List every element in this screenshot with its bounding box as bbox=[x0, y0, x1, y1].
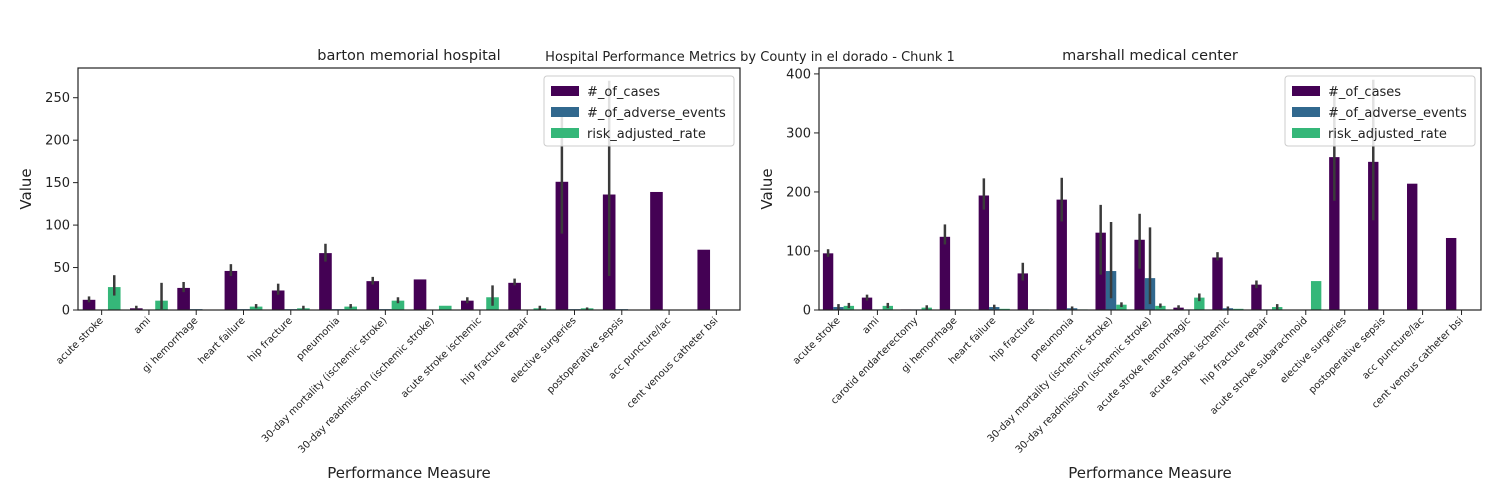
bar-cases-heart-failure bbox=[978, 195, 990, 310]
chart-panel-barton: barton memorial hospital 0 50 100 150 200 250 V… bbox=[17, 48, 741, 482]
legend-swatch-cases bbox=[551, 86, 579, 96]
chart-title: barton memorial hospital bbox=[317, 48, 500, 64]
bar-cases-30-day-readmission-ischemic-stroke bbox=[413, 279, 427, 310]
bar-rate-30-day-mortality-ischemic-stroke bbox=[1116, 304, 1127, 310]
legend-box bbox=[1284, 75, 1476, 147]
x-tick-label: acute stroke bbox=[54, 315, 106, 367]
bar-cases-acute-stroke bbox=[822, 253, 834, 310]
chart-panel-marshall: marshall medical center 0 100 200 300 400 Valu… bbox=[758, 48, 1482, 482]
bar-rate-acute-stroke-subarachnoid bbox=[1310, 281, 1322, 310]
bar-cases-hip-fracture bbox=[1017, 273, 1028, 310]
bar-cases-hip-fracture-repair bbox=[1251, 284, 1262, 310]
bar-cases-cent-venous-catheter-bsi bbox=[1445, 237, 1457, 310]
bar-cases-30-day-mortality-ischemic-stroke bbox=[366, 281, 380, 310]
bar-cases-30-day-readmission-ischemic-stroke bbox=[1134, 239, 1145, 310]
bar-cases-elective-surgeries bbox=[555, 181, 569, 310]
y-tick-label: 0 bbox=[62, 304, 70, 319]
x-tick-label: postoperative sepsis bbox=[1307, 315, 1388, 396]
y-tick-label: 400 bbox=[786, 67, 811, 82]
x-tick-label: postoperative sepsis bbox=[545, 315, 626, 396]
y-tick-label: 200 bbox=[45, 134, 70, 149]
x-tick-label: cent venous catheter bsi bbox=[625, 315, 721, 411]
bar-cases-postoperative-sepsis bbox=[1368, 161, 1379, 310]
x-tick-label: ami bbox=[861, 315, 882, 336]
bar-cases-acute-stroke-ischemic bbox=[461, 300, 474, 310]
legend-box bbox=[543, 75, 735, 147]
legend: #_of_cases #_of_adverse_events risk_adjust… bbox=[543, 75, 735, 147]
bar-cases-acute-stroke bbox=[82, 299, 96, 310]
legend-label-adverse: #_of_adverse_events bbox=[1328, 106, 1467, 121]
bar-rate-30-day-mortality-ischemic-stroke bbox=[391, 300, 405, 310]
bar-cases-pneumonia bbox=[319, 253, 332, 310]
y-tick-label: 250 bbox=[45, 91, 70, 106]
bar-cases-gi-hemorrhage bbox=[939, 236, 951, 310]
legend-swatch-rate bbox=[551, 128, 579, 138]
figure-suptitle: Hospital Performance Metrics by County i… bbox=[545, 50, 955, 65]
plot-frame bbox=[818, 67, 1482, 311]
y-tick-label: 100 bbox=[786, 244, 811, 259]
legend-swatch-cases bbox=[1292, 86, 1320, 96]
plot-frame bbox=[77, 67, 741, 311]
bar-cases-gi-hemorrhage bbox=[177, 287, 190, 310]
bar-cases-pneumonia bbox=[1056, 199, 1067, 310]
legend-label-cases: #_of_cases bbox=[587, 85, 660, 100]
y-axis-label: Value bbox=[758, 168, 776, 209]
y-tick-label: 150 bbox=[45, 176, 70, 191]
bar-cases-heart-failure bbox=[224, 270, 238, 310]
chart-title: marshall medical center bbox=[1062, 48, 1238, 64]
legend-swatch-adverse bbox=[551, 107, 579, 117]
bar-cases-hip-fracture bbox=[271, 290, 285, 310]
bar-cases-cent-venous-catheter-bsi bbox=[697, 249, 711, 310]
y-axis-label: Value bbox=[17, 168, 35, 209]
x-tick-label: 30-day readmission (ischemic stroke) bbox=[1014, 315, 1154, 455]
y-tick-label: 100 bbox=[45, 219, 70, 234]
bar-cases-ami bbox=[861, 297, 873, 310]
x-tick-label: acute stroke ischemic bbox=[1147, 315, 1232, 400]
bar-cases-elective-surgeries bbox=[1329, 157, 1340, 310]
bar-cases-acc-puncture-lac bbox=[1407, 183, 1418, 310]
x-tick-label: hip fracture repair bbox=[1199, 315, 1272, 388]
legend-label-rate: risk_adjusted_rate bbox=[587, 127, 706, 142]
bar-cases-acute-stroke-ischemic bbox=[1212, 257, 1223, 310]
legend-label-rate: risk_adjusted_rate bbox=[1328, 127, 1447, 142]
x-tick-label: acute stroke bbox=[791, 315, 843, 367]
bar-cases-acc-puncture-lac bbox=[650, 191, 663, 310]
legend-label-cases: #_of_cases bbox=[1328, 85, 1401, 100]
bar-rate-30-day-readmission-ischemic-stroke bbox=[1155, 305, 1166, 310]
legend-swatch-adverse bbox=[1292, 107, 1320, 117]
y-tick-label: 200 bbox=[786, 185, 811, 200]
bar-cases-hip-fracture-repair bbox=[508, 282, 521, 310]
y-tick-label: 50 bbox=[53, 261, 70, 276]
x-tick-label: elective surgeries bbox=[1278, 315, 1349, 386]
y-tick-label: 300 bbox=[786, 126, 811, 141]
x-tick-label: heart failure bbox=[196, 315, 247, 366]
legend-label-adverse: #_of_adverse_events bbox=[587, 106, 726, 121]
x-tick-label: hip fracture bbox=[246, 315, 295, 364]
bar-rate-acute-stroke bbox=[107, 287, 121, 310]
x-axis-label: Performance Measure bbox=[1068, 464, 1232, 482]
x-tick-label: acute stroke ischemic bbox=[399, 315, 484, 400]
y-tick-label: 0 bbox=[803, 304, 811, 319]
x-tick-label: pneumonia bbox=[295, 315, 343, 363]
bar-rate-30-day-readmission-ischemic-stroke bbox=[438, 305, 452, 310]
x-axis-label: Performance Measure bbox=[327, 464, 491, 482]
bar-rate-acute-stroke-hemorrhagic bbox=[1194, 297, 1205, 310]
x-tick-label: ami bbox=[132, 315, 153, 336]
legend: #_of_cases #_of_adverse_events risk_adjust… bbox=[1284, 75, 1476, 147]
legend-swatch-rate bbox=[1292, 128, 1320, 138]
